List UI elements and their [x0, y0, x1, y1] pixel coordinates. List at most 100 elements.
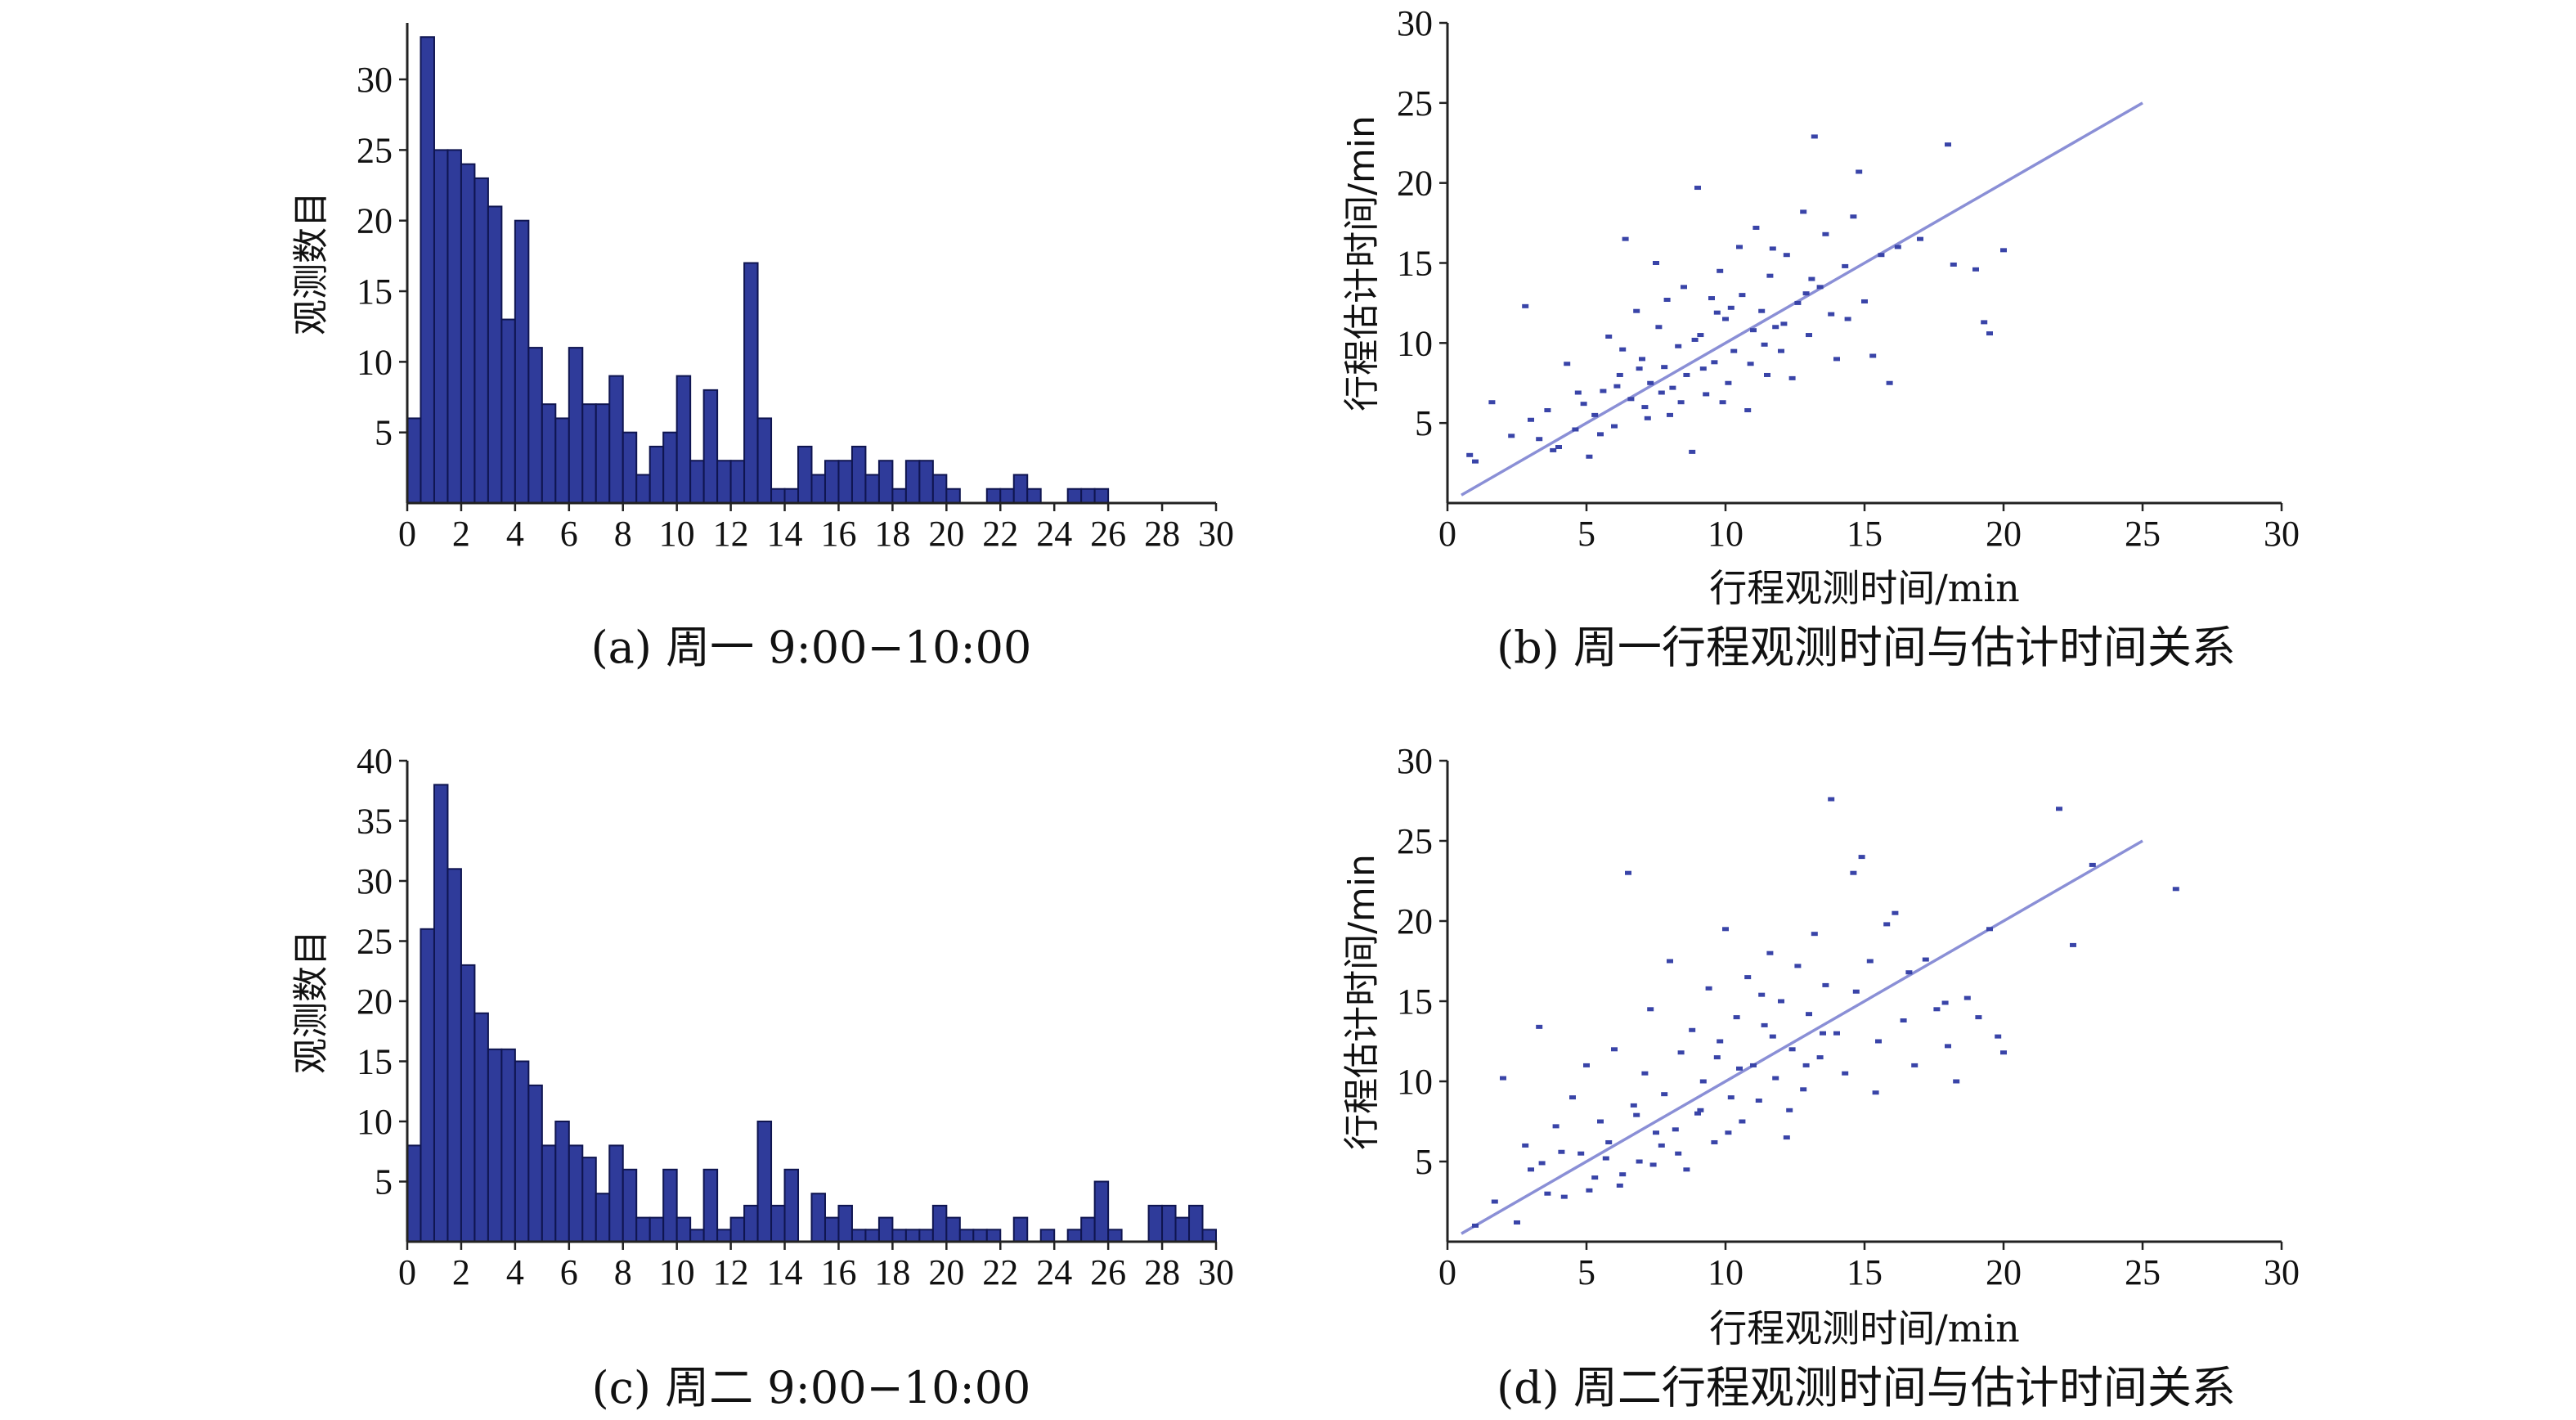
histogram-bar [1012, 474, 1029, 504]
scatter-point [1699, 366, 1707, 371]
scatter-point [1636, 366, 1643, 371]
x-tick-label: 6 [560, 1252, 578, 1292]
scatter-point [1833, 1031, 1840, 1036]
y-tick-label: 20 [357, 982, 393, 1022]
y-tick-label: 10 [1397, 323, 1433, 363]
histogram-bar [527, 1084, 543, 1243]
histogram-bar [581, 403, 597, 505]
y-tick-label: 30 [1397, 3, 1433, 43]
x-tick-label: 5 [1577, 514, 1595, 554]
histogram-bar [985, 1229, 1002, 1243]
scatter-point [1869, 353, 1877, 358]
histogram-bar [1107, 1229, 1123, 1243]
scatter-point [1986, 927, 1993, 932]
histogram-bar [473, 1012, 489, 1242]
scatter-point [1752, 225, 1760, 230]
scatter-point [1861, 299, 1868, 303]
histogram-bar [756, 1121, 773, 1242]
scatter-point [1744, 408, 1752, 413]
x-tick-label: 10 [659, 514, 695, 554]
scatter-point [1717, 1039, 1724, 1044]
scatter-point [1641, 405, 1649, 410]
histogram-bar [648, 1216, 665, 1242]
scatter-point [1725, 380, 1732, 385]
scatter-point [1649, 1162, 1657, 1167]
scatter-point [1694, 186, 1701, 191]
scatter-point [1569, 1095, 1576, 1100]
scatter-point [1683, 1167, 1690, 1172]
x-tick-label: 30 [1198, 1252, 1234, 1292]
histogram-bar [837, 1204, 853, 1243]
histogram-bar [931, 1204, 948, 1243]
scatter-point [1597, 1119, 1604, 1124]
scatter-point [1772, 325, 1779, 330]
scatter-point [1586, 1188, 1593, 1193]
x-tick-label: 12 [713, 1252, 749, 1292]
histogram-bar [460, 964, 476, 1243]
histogram-bar [904, 1229, 921, 1243]
histogram-bar [1093, 488, 1110, 504]
y-tick-label: 30 [357, 60, 393, 100]
scatter-point [1472, 459, 1479, 464]
scatter-point [1683, 372, 1690, 377]
scatter-point [1933, 1007, 1941, 1012]
y-tick-label: 20 [357, 201, 393, 241]
scatter-point [1691, 337, 1699, 342]
histogram-bar [541, 403, 557, 505]
scatter-point [1856, 169, 1863, 174]
scatter-point [1769, 1034, 1776, 1039]
scatter-point [1963, 995, 1971, 1000]
scatter-point [1572, 427, 1579, 432]
histogram-bar [702, 389, 719, 504]
scatter-point [1647, 1007, 1654, 1012]
x-tick-label: 0 [1438, 1252, 1456, 1292]
histogram-bar [581, 1157, 597, 1242]
scatter-point [1586, 454, 1593, 459]
scatter-point [2070, 942, 2076, 947]
scatter-point [1761, 1022, 1768, 1027]
scatter-point [1627, 397, 1635, 402]
x-tick-label: 25 [2125, 514, 2161, 554]
y-tick-label: 20 [1397, 164, 1433, 204]
scatter-point [1725, 1130, 1732, 1135]
y-tick-label: 25 [1397, 83, 1433, 124]
scatter-point [1736, 1066, 1743, 1071]
histogram-bar [1066, 488, 1083, 504]
scatter-point [1900, 1018, 1907, 1023]
scatter-point [1858, 855, 1865, 860]
x-tick-label: 25 [2125, 1252, 2161, 1292]
scatter-point [1677, 400, 1685, 405]
scatter-point [1605, 1139, 1613, 1144]
histogram-bar [1012, 1216, 1029, 1242]
scatter-point [1905, 970, 1913, 975]
x-tick-label: 18 [874, 1252, 910, 1292]
scatter-point [1883, 922, 1891, 927]
scatter-point [1828, 797, 1835, 802]
x-tick-label: 5 [1577, 1252, 1595, 1292]
scatter-point [1783, 1135, 1790, 1140]
scatter-point [1697, 333, 1704, 338]
x-tick-label: 28 [1144, 514, 1180, 554]
scatter-point [1616, 372, 1623, 377]
scatter-point [1711, 360, 1718, 365]
histogram-bar [783, 488, 800, 504]
scatter-point [1816, 1055, 1824, 1060]
x-tick-label: 26 [1090, 514, 1126, 554]
histogram-bar [514, 219, 530, 504]
x-tick-label: 10 [659, 1252, 695, 1292]
histogram-bar [864, 474, 880, 504]
fit-line [1461, 101, 2143, 497]
x-tick-label: 28 [1144, 1252, 1180, 1292]
panel-c-ticks: 0 2 4 6 8 10 12 14 16 18 20 22 24 26 28 305101520253035… [357, 741, 1234, 1292]
scatter-point [1711, 1139, 1718, 1144]
scatter-point [1875, 1039, 1882, 1044]
scatter-point [1892, 910, 1899, 915]
scatter-point [1806, 333, 1812, 338]
scatter-point [1842, 1071, 1849, 1076]
x-tick-label: 2 [452, 1252, 470, 1292]
scatter-point [1522, 303, 1529, 308]
y-tick-label: 15 [357, 272, 393, 312]
histogram-bar [877, 460, 894, 504]
scatter-point [1758, 992, 1766, 997]
histogram-bar [675, 375, 692, 504]
